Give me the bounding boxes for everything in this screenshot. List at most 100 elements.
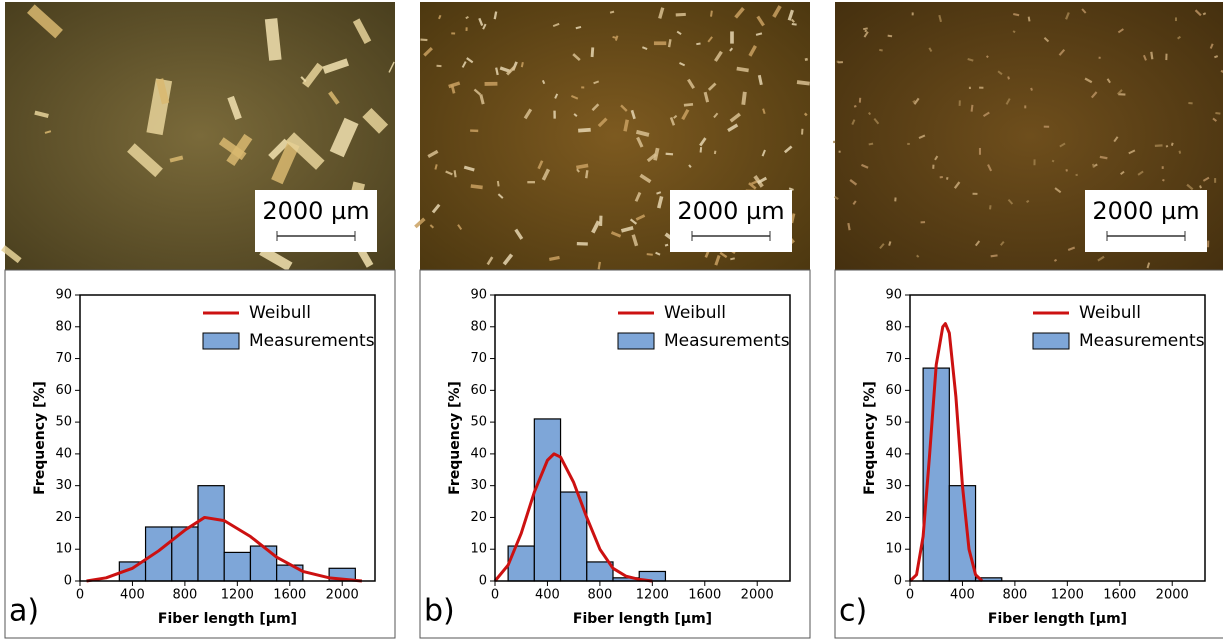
fiber xyxy=(597,261,601,270)
fiber xyxy=(879,243,885,250)
fiber xyxy=(623,119,629,132)
fiber xyxy=(1097,255,1105,262)
x-axis-label: Fiber length [µm] xyxy=(573,611,712,627)
fiber xyxy=(772,5,782,18)
y-tick-label: 30 xyxy=(55,478,72,493)
x-tick-label: 800 xyxy=(587,588,612,603)
x-tick-label: 2000 xyxy=(1156,588,1189,603)
y-tick-label: 20 xyxy=(55,510,72,525)
fiber xyxy=(953,181,961,189)
fiber xyxy=(585,170,589,179)
legend-label: Weibull xyxy=(1079,303,1141,323)
fiber xyxy=(849,179,858,186)
fiber xyxy=(679,62,686,67)
x-tick-label: 1200 xyxy=(1051,588,1084,603)
fiber xyxy=(1161,166,1164,169)
fiber xyxy=(465,15,469,20)
fiber xyxy=(610,231,622,238)
y-tick-label: 20 xyxy=(885,510,902,525)
fiber xyxy=(635,214,646,221)
fiber xyxy=(1053,258,1058,262)
fiber xyxy=(620,104,628,112)
fiber xyxy=(609,10,615,14)
x-tick-label: 800 xyxy=(172,588,197,603)
fiber xyxy=(676,30,682,35)
fiber xyxy=(271,141,300,185)
fiber xyxy=(1174,17,1177,22)
fiber xyxy=(572,53,581,62)
fiber xyxy=(1146,262,1151,269)
fiber xyxy=(1199,185,1202,189)
fiber xyxy=(1165,53,1168,61)
fiber xyxy=(1059,142,1066,148)
fiber xyxy=(681,108,690,121)
fiber xyxy=(322,58,350,74)
fiber xyxy=(894,197,897,202)
fiber xyxy=(597,117,608,128)
fiber xyxy=(858,97,862,103)
fiber xyxy=(1209,43,1214,49)
fiber xyxy=(470,129,479,133)
fiber xyxy=(1162,178,1165,182)
fiber xyxy=(576,241,588,246)
x-tick-label: 1600 xyxy=(688,588,721,603)
fiber xyxy=(1033,159,1036,166)
fiber xyxy=(554,93,559,99)
fiber xyxy=(699,137,707,147)
x-tick-label: 0 xyxy=(491,588,499,603)
fiber xyxy=(796,80,810,86)
fiber xyxy=(461,61,467,68)
y-tick-label: 40 xyxy=(885,446,902,461)
y-tick-label: 30 xyxy=(885,478,902,493)
fiber xyxy=(463,165,475,172)
scale-box xyxy=(1085,190,1207,252)
x-tick-label: 0 xyxy=(76,588,84,603)
fiber xyxy=(226,133,253,166)
fiber xyxy=(520,61,524,68)
fiber xyxy=(978,147,981,155)
fiber xyxy=(861,163,869,169)
fiber xyxy=(852,200,857,205)
fiber xyxy=(362,107,389,134)
scale-label: 2000 µm xyxy=(677,197,784,225)
fiber xyxy=(388,61,395,73)
fiber xyxy=(804,57,808,62)
bar xyxy=(223,551,252,582)
fiber xyxy=(714,255,721,266)
fiber xyxy=(573,113,578,117)
fiber xyxy=(1113,136,1119,143)
fiber xyxy=(1051,159,1055,163)
bar xyxy=(144,526,173,582)
fiber xyxy=(787,9,794,21)
fiber xyxy=(1212,117,1218,122)
fiber xyxy=(934,155,939,161)
fiber xyxy=(656,196,664,209)
fiber xyxy=(1202,176,1210,182)
y-tick-label: 0 xyxy=(479,574,487,589)
fiber xyxy=(696,42,701,46)
x-tick-label: 0 xyxy=(906,588,914,603)
fiber xyxy=(451,32,456,35)
fiber xyxy=(1013,13,1020,17)
fiber xyxy=(614,35,619,41)
fiber xyxy=(972,192,978,195)
fiber xyxy=(576,163,589,170)
legend-swatch xyxy=(617,332,655,350)
fiber xyxy=(748,45,757,57)
fiber xyxy=(1214,178,1217,183)
fiber xyxy=(757,74,763,86)
fiber xyxy=(907,142,910,146)
fiber xyxy=(473,88,482,96)
y-tick-label: 10 xyxy=(470,542,487,557)
fiber xyxy=(1202,12,1207,16)
fiber xyxy=(527,181,535,184)
fiber xyxy=(634,191,642,202)
y-tick-label: 80 xyxy=(470,319,487,334)
y-tick-label: 90 xyxy=(885,288,902,303)
fiber xyxy=(593,80,600,85)
fiber xyxy=(1154,144,1163,148)
fiber xyxy=(653,41,667,46)
fiber xyxy=(656,191,662,195)
fiber xyxy=(429,224,435,229)
fiber xyxy=(576,168,580,173)
